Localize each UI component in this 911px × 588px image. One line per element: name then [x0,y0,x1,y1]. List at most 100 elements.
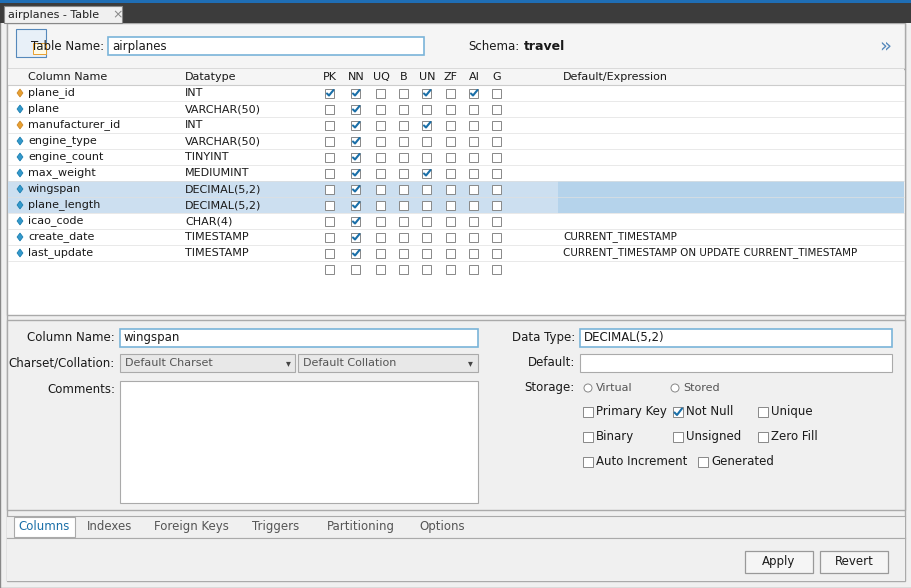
Bar [469,105,478,113]
Bar [33,43,46,54]
Bar [376,121,385,129]
Text: airplanes: airplanes [112,39,167,52]
Bar [351,232,360,242]
Bar [446,152,455,162]
Text: INT: INT [185,120,203,130]
Text: INT: INT [185,88,203,98]
Text: ×: × [113,8,123,21]
Bar [325,121,334,129]
Text: MEDIUMINT: MEDIUMINT [185,168,250,178]
Text: manufacturer_id: manufacturer_id [28,119,120,131]
Text: create_date: create_date [28,232,94,242]
Bar [325,136,334,145]
Bar [558,197,903,213]
Text: »: » [878,36,890,55]
Text: G: G [492,72,501,82]
Bar [376,152,385,162]
Bar [325,105,334,113]
Bar [446,232,455,242]
Bar [469,169,478,178]
Text: CURRENT_TIMESTAMP ON UPDATE CURRENT_TIMESTAMP: CURRENT_TIMESTAMP ON UPDATE CURRENT_TIME… [562,248,856,259]
Bar [325,169,334,178]
Bar [422,265,431,273]
Bar [325,232,334,242]
Bar [446,89,455,98]
Text: DECIMAL(5,2): DECIMAL(5,2) [185,200,261,210]
Bar [0,3,911,23]
Bar [8,181,903,197]
Text: NN: NN [347,72,364,82]
Bar [492,105,501,113]
Bar [492,232,501,242]
Text: Unique: Unique [770,406,812,419]
Bar [376,89,385,98]
Polygon shape [17,105,23,113]
Bar [351,89,360,98]
Bar [399,201,408,209]
Bar [325,216,334,226]
Bar [399,185,408,193]
Text: wingspan: wingspan [28,184,81,194]
Bar [422,185,431,193]
Text: DECIMAL(5,2): DECIMAL(5,2) [583,332,664,345]
Bar [469,201,478,209]
Bar [579,354,891,372]
Bar [351,216,360,226]
Text: Zero Fill: Zero Fill [770,430,817,443]
Bar [7,69,904,315]
Bar [351,121,360,129]
Text: ▾: ▾ [467,358,472,368]
Bar [120,354,294,372]
Text: Stored: Stored [682,383,719,393]
Bar [376,169,385,178]
Polygon shape [17,185,23,193]
Bar [351,185,360,193]
Bar [399,105,408,113]
Polygon shape [17,137,23,145]
Bar [582,407,592,417]
Bar [446,169,455,178]
Bar [422,169,431,178]
Bar [325,185,334,193]
Bar [351,152,360,162]
Bar [120,329,477,347]
Polygon shape [17,153,23,161]
Text: Table Name:: Table Name: [31,39,104,52]
Text: icao_code: icao_code [28,216,83,226]
Text: Foreign Keys: Foreign Keys [153,520,228,533]
Bar [469,216,478,226]
Text: B: B [400,72,407,82]
Bar [351,136,360,145]
Text: Storage:: Storage: [524,382,574,395]
Bar [376,216,385,226]
Bar [376,265,385,273]
Bar [0,0,911,3]
Text: VARCHAR(50): VARCHAR(50) [185,104,261,114]
Text: plane_length: plane_length [28,199,100,211]
Bar [492,249,501,258]
Bar [107,37,424,55]
Bar [399,152,408,162]
Text: Generated: Generated [711,456,773,469]
Text: engine_count: engine_count [28,152,103,162]
Bar [446,185,455,193]
Text: Triggers: Triggers [252,520,300,533]
Text: CURRENT_TIMESTAMP: CURRENT_TIMESTAMP [562,232,676,242]
Bar [351,265,360,273]
Bar [446,201,455,209]
Bar [469,136,478,145]
Text: Default/Expression: Default/Expression [562,72,667,82]
Bar [7,538,904,581]
Text: airplanes - Table: airplanes - Table [8,9,99,19]
Bar [120,381,477,503]
Text: Data Type:: Data Type: [511,332,574,345]
Text: Default:: Default: [527,356,574,369]
Text: CHAR(4): CHAR(4) [185,216,232,226]
Bar [469,152,478,162]
Text: travel: travel [524,39,565,52]
Text: UN: UN [418,72,435,82]
Bar [325,201,334,209]
Bar [819,551,887,573]
Text: Column Name: Column Name [28,72,107,82]
Text: Indexes: Indexes [87,520,132,533]
